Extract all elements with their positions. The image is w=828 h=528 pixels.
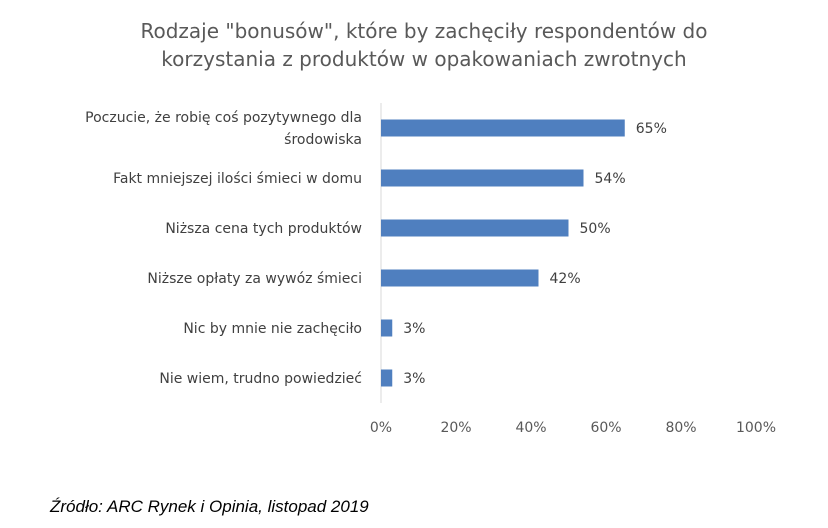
bar (381, 119, 625, 137)
data-label: 3% (403, 371, 425, 387)
x-tick-label: 60% (590, 420, 621, 436)
x-tick-label: 40% (515, 420, 546, 436)
source-note: Źródło: ARC Rynek i Opinia, listopad 201… (50, 497, 369, 516)
x-axis-ticks: 0% 20% 40% 60% 80% 100% (370, 420, 776, 436)
bar (381, 169, 584, 187)
data-label: 65% (636, 121, 667, 137)
category-label: Poczucie, że robię coś pozytywnego dla (85, 110, 362, 126)
category-label: środowiska (284, 132, 362, 148)
category-label: Nic by mnie nie zachęciło (183, 321, 362, 337)
bar (381, 369, 393, 387)
x-tick-label: 0% (370, 420, 392, 436)
chart-title: Rodzaje "bonusów", które by zachęciły re… (141, 19, 708, 71)
data-labels: 65% 54% 50% 42% 3% 3% (403, 121, 667, 387)
category-label: Fakt mniejszej ilości śmieci w domu (113, 171, 362, 187)
category-label: Niższa cena tych produktów (165, 221, 362, 237)
data-label: 54% (595, 171, 626, 187)
category-label: Niższe opłaty za wywóz śmieci (147, 271, 362, 287)
data-label: 3% (403, 321, 425, 337)
data-label: 42% (550, 271, 581, 287)
x-tick-label: 20% (440, 420, 471, 436)
bar (381, 319, 393, 337)
category-labels: Poczucie, że robię coś pozytywnego dla śr… (85, 110, 362, 387)
chart-title-line: korzystania z produktów w opakowaniach z… (161, 47, 686, 71)
x-tick-label: 100% (736, 420, 776, 436)
x-tick-label: 80% (665, 420, 696, 436)
bars (381, 119, 625, 387)
data-label: 50% (580, 221, 611, 237)
category-label: Nie wiem, trudno powiedzieć (159, 371, 362, 387)
bar (381, 219, 569, 237)
bar (381, 269, 539, 287)
chart-title-line: Rodzaje "bonusów", które by zachęciły re… (141, 19, 708, 43)
